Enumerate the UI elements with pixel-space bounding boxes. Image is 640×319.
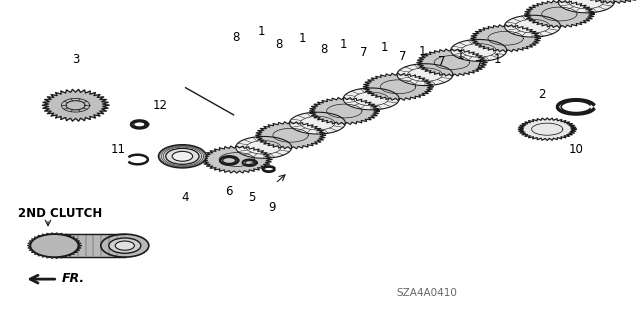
Text: 8: 8 [320, 43, 328, 56]
Text: 5: 5 [248, 191, 255, 204]
Text: 1: 1 [339, 38, 347, 50]
Polygon shape [578, 0, 640, 4]
Text: 1: 1 [257, 26, 265, 38]
Polygon shape [289, 112, 346, 134]
Ellipse shape [158, 145, 206, 168]
Ellipse shape [31, 234, 79, 257]
Polygon shape [504, 15, 561, 37]
Text: 2ND CLUTCH: 2ND CLUTCH [18, 207, 102, 220]
Ellipse shape [115, 241, 134, 250]
Ellipse shape [166, 148, 199, 164]
Text: SZA4A0410: SZA4A0410 [397, 288, 458, 299]
Polygon shape [397, 64, 453, 85]
Polygon shape [518, 118, 576, 140]
Polygon shape [309, 97, 380, 125]
Text: 1: 1 [494, 54, 502, 66]
Text: 1: 1 [380, 41, 388, 54]
Polygon shape [54, 234, 125, 257]
Polygon shape [255, 122, 326, 149]
Text: 1: 1 [457, 49, 465, 62]
Text: 7: 7 [438, 55, 445, 68]
Text: 7: 7 [475, 59, 483, 72]
Text: 12: 12 [152, 99, 168, 112]
Polygon shape [470, 25, 541, 52]
Polygon shape [363, 73, 433, 100]
Polygon shape [42, 89, 109, 121]
Text: FR.: FR. [62, 272, 85, 285]
Ellipse shape [101, 234, 149, 257]
Text: 9: 9 [268, 201, 276, 214]
Text: 3: 3 [72, 53, 79, 65]
Polygon shape [343, 88, 399, 110]
Text: 10: 10 [568, 144, 584, 156]
Text: 1: 1 [419, 45, 426, 58]
Polygon shape [417, 49, 487, 76]
Ellipse shape [109, 238, 141, 253]
Text: 1: 1 [298, 33, 306, 45]
Polygon shape [236, 137, 292, 158]
Polygon shape [451, 40, 507, 61]
Polygon shape [202, 146, 272, 173]
Polygon shape [558, 0, 614, 13]
Text: 6: 6 [225, 185, 233, 198]
Text: 4: 4 [182, 191, 189, 204]
Polygon shape [524, 0, 595, 28]
Ellipse shape [172, 152, 193, 161]
Text: 8: 8 [275, 38, 283, 51]
Text: 2: 2 [538, 88, 546, 100]
Text: 7: 7 [399, 50, 407, 63]
Text: 8: 8 [232, 31, 239, 44]
Text: 11: 11 [111, 144, 126, 156]
Text: 7: 7 [360, 46, 367, 59]
